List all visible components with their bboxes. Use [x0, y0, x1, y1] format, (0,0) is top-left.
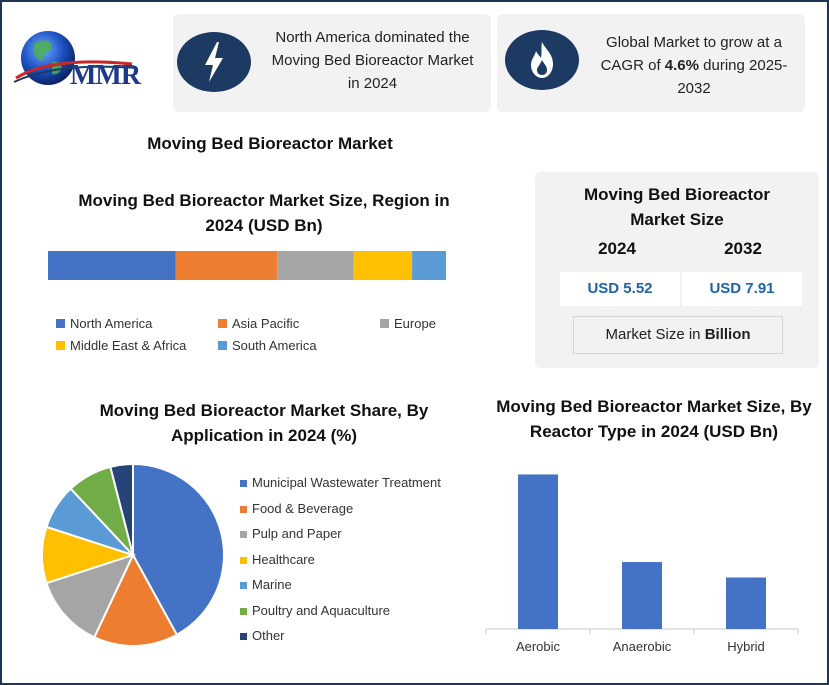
region-legend-item-middle-east-and-africa: Middle East & Africa [56, 338, 186, 353]
reactor-bar-chart: Aerobic Anaerobic Hybrid [485, 474, 799, 654]
lightning-icon [205, 42, 223, 82]
value-2024: USD 5.52 [560, 272, 680, 306]
x-tick-label-anaerobic: Anaerobic [613, 639, 672, 654]
application-legend-item-food-and-beverage: Food & Beverage [240, 501, 353, 516]
legend-label: Poultry and Aquaculture [252, 602, 391, 618]
legend-label: Other [252, 628, 285, 643]
legend-label: Pulp and Paper [252, 526, 342, 541]
x-tick-label-hybrid: Hybrid [727, 639, 765, 654]
legend-label: Food & Beverage [252, 500, 354, 516]
cagr-value: 4.6% [664, 57, 699, 74]
market-size-card: Moving Bed Bioreactor Market Size 2024 2… [535, 172, 819, 368]
note-prefix: Market Size in [605, 326, 705, 343]
region-segment-north-america [48, 251, 176, 280]
bar-anaerobic [622, 562, 662, 629]
region-legend-item-north-america: North America [56, 316, 152, 331]
legend-swatch [240, 480, 247, 487]
legend-label: North America [70, 316, 153, 331]
legend-swatch [240, 556, 247, 564]
legend-swatch [240, 633, 247, 640]
legend-swatch [240, 582, 247, 589]
year-2024-label: 2024 [598, 239, 636, 258]
lightning-icon-badge [177, 32, 251, 92]
application-pie-chart [40, 462, 225, 647]
legend-label: Municipal Wastewater Treatment [252, 475, 441, 490]
legend-label: Healthcare [252, 551, 315, 567]
region-legend-item-asia-pacific: Asia Pacific [218, 316, 299, 331]
region-stacked-bar [48, 251, 446, 280]
market-size-note: Market Size in Billion [573, 316, 783, 354]
header-card-north-america: North America dominated the Moving Bed B… [173, 14, 491, 112]
x-tick-label-aerobic: Aerobic [516, 639, 561, 654]
region-chart-title: Moving Bed Bioreactor Market Size, Regio… [78, 191, 450, 235]
note-unit: Billion [704, 326, 751, 343]
legend-swatch [56, 341, 65, 350]
reactor-chart-title: Moving Bed Bioreactor Market Size, By Re… [496, 397, 812, 441]
application-legend-item-pulp-and-paper: Pulp and Paper [240, 526, 342, 541]
header-card-text: North America dominated the Moving Bed B… [271, 29, 474, 92]
flame-icon [531, 42, 553, 78]
legend-label: Asia Pacific [232, 316, 300, 331]
legend-swatch [380, 319, 389, 328]
application-chart-title: Moving Bed Bioreactor Market Share, By A… [99, 401, 429, 445]
legend-swatch [240, 531, 247, 538]
legend-label: Marine [252, 577, 292, 592]
application-legend-item-other: Other [240, 628, 285, 643]
application-legend-item-healthcare: Healthcare [240, 552, 315, 567]
globe-icon [13, 31, 137, 85]
legend-label: South America [232, 338, 317, 353]
region-segment-south-america [412, 251, 446, 280]
value-2032: USD 7.91 [682, 272, 802, 306]
main-title: Moving Bed Bioreactor Market [147, 134, 393, 153]
header-card-cagr: Global Market to grow at a CAGR of 4.6% … [497, 14, 805, 112]
region-segment-middle-east-and-africa [353, 251, 413, 280]
pie-slice-other [109, 462, 134, 556]
legend-label: Middle East & Africa [70, 338, 187, 353]
market-size-title: Moving Bed Bioreactor Market Size [583, 185, 771, 229]
region-legend-item-south-america: South America [218, 338, 317, 353]
region-segment-asia-pacific [175, 251, 278, 280]
application-legend-item-municipal-wastewater-treatment: Municipal Wastewater Treatment [240, 475, 441, 490]
mmr-logo: MMR [12, 26, 162, 98]
region-legend-item-europe: Europe [380, 316, 436, 331]
cagr-text-after: during 2025-2032 [677, 57, 788, 97]
flame-icon-badge [505, 30, 579, 90]
pie-slice-pulp-and-paper [45, 553, 135, 639]
pie-slice-food-and-beverage [92, 552, 179, 647]
region-segment-europe [277, 251, 354, 280]
legend-swatch [218, 319, 227, 328]
year-2032-label: 2032 [724, 239, 762, 258]
header-card-text: Global Market to grow at a CAGR of 4.6% … [589, 31, 799, 100]
bar-aerobic [518, 474, 558, 629]
legend-swatch [56, 319, 65, 328]
pie-slice-municipal-wastewater-treatment [132, 462, 225, 637]
application-legend-item-poultry-and-aquaculture: Poultry and Aquaculture [240, 603, 390, 618]
legend-swatch [218, 341, 227, 350]
legend-label: Europe [394, 316, 436, 331]
legend-swatch [240, 505, 247, 513]
application-legend-item-marine: Marine [240, 577, 292, 592]
bar-hybrid [726, 577, 766, 629]
logo-text: MMR [70, 60, 141, 91]
legend-swatch [240, 607, 247, 615]
cagr-text-before: Global Market to grow at a CAGR of [600, 34, 782, 74]
